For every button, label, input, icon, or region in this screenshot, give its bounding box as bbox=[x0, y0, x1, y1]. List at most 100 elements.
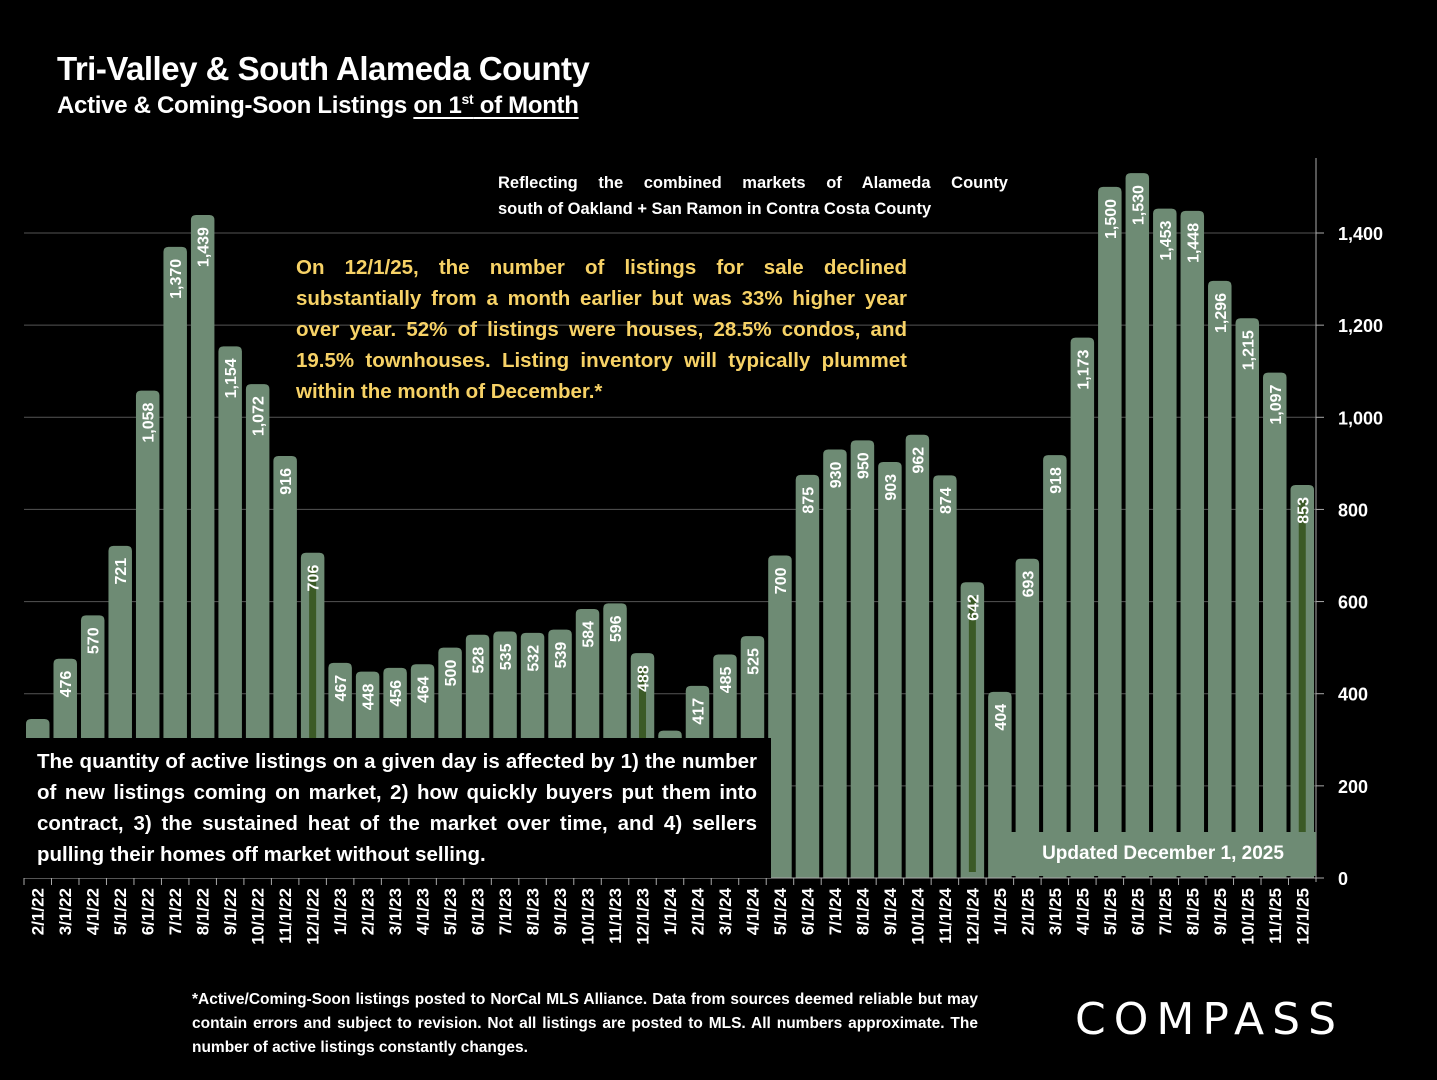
y-tick-label: 1,200 bbox=[1338, 316, 1383, 336]
y-tick-label: 1,000 bbox=[1338, 408, 1383, 428]
bar-value-label: 918 bbox=[1048, 467, 1065, 494]
x-tick-label: 1/1/24 bbox=[661, 887, 680, 935]
explanation-note: The quantity of active listings on a giv… bbox=[23, 738, 771, 878]
bar-value-label: 488 bbox=[636, 665, 653, 692]
bar-value-label: 476 bbox=[58, 671, 75, 698]
y-tick-label: 800 bbox=[1338, 500, 1368, 520]
y-tick-label: 400 bbox=[1338, 685, 1368, 705]
bar-value-label: 532 bbox=[526, 645, 543, 672]
market-note-line1: Reflecting the combined markets of Alame… bbox=[498, 174, 1008, 192]
bar-value-label: 903 bbox=[883, 474, 900, 501]
x-tick-label: 1/1/25 bbox=[991, 888, 1010, 935]
market-note: Reflecting the combined markets of Alame… bbox=[498, 170, 1008, 222]
x-tick-label: 4/1/24 bbox=[743, 887, 762, 935]
bar-value-label: 853 bbox=[1295, 497, 1312, 524]
market-note-line2: south of Oakland + San Ramon in Contra C… bbox=[498, 200, 932, 218]
bar-value-label: 1,500 bbox=[1103, 199, 1120, 239]
bar-labels: 476 570 721 1,058 1,370 1,439 1,154 1,072 916 706… bbox=[58, 185, 1312, 731]
x-tick-label: 4/1/23 bbox=[414, 888, 433, 935]
bar-value-label: 456 bbox=[388, 680, 405, 707]
x-tick-label: 2/1/23 bbox=[359, 888, 378, 935]
x-tick-label: 4/1/22 bbox=[84, 888, 103, 935]
bar-value-label: 875 bbox=[800, 487, 817, 514]
bar-value-label: 464 bbox=[416, 676, 433, 703]
axes bbox=[23, 158, 1324, 885]
x-tick-label: 3/1/23 bbox=[386, 888, 405, 935]
december-highlight-bar bbox=[309, 566, 317, 872]
y-tick-label: 0 bbox=[1338, 869, 1348, 889]
subtitle-sup: st bbox=[461, 91, 474, 107]
bar-value-label: 1,296 bbox=[1213, 293, 1230, 333]
y-tick-label: 600 bbox=[1338, 593, 1368, 613]
bar bbox=[1125, 173, 1150, 878]
x-tick-label: 3/1/22 bbox=[56, 888, 75, 935]
x-tick-label: 8/1/23 bbox=[524, 888, 543, 935]
bar-value-label: 1,097 bbox=[1268, 385, 1285, 425]
x-tick-label: 2/1/24 bbox=[688, 887, 707, 935]
bar bbox=[850, 440, 875, 878]
bar-value-label: 916 bbox=[278, 468, 295, 495]
x-tick-label: 12/1/22 bbox=[304, 888, 323, 945]
x-tick-label: 9/1/23 bbox=[551, 888, 570, 935]
x-tick-label: 8/1/22 bbox=[194, 888, 213, 935]
x-tick-label: 7/1/23 bbox=[496, 888, 515, 935]
x-tick-label: 2/1/22 bbox=[29, 888, 48, 935]
x-tick-label: 7/1/24 bbox=[826, 887, 845, 935]
bar bbox=[1153, 208, 1177, 878]
x-tick-label: 4/1/25 bbox=[1073, 888, 1092, 935]
bar-value-label: 1,448 bbox=[1185, 223, 1202, 263]
x-tick-label: 2/1/25 bbox=[1018, 888, 1037, 935]
y-tick-labels: 0 200 400 600 800 1,000 1,200 1,400 bbox=[1338, 224, 1383, 889]
bar-value-label: 1,453 bbox=[1158, 220, 1175, 260]
subtitle-of-month: of Month bbox=[473, 92, 579, 119]
x-tick-label: 8/1/24 bbox=[853, 887, 872, 935]
x-tick-label: 6/1/22 bbox=[139, 888, 158, 935]
x-tick-label: 10/1/24 bbox=[908, 887, 927, 944]
x-tick-label: 8/1/25 bbox=[1183, 888, 1202, 935]
bar bbox=[823, 449, 847, 878]
bar bbox=[1015, 558, 1040, 878]
subtitle-prefix: Active & Coming-Soon Listings bbox=[57, 92, 414, 119]
x-tick-label: 11/1/23 bbox=[606, 888, 625, 944]
bar-value-label: 721 bbox=[113, 558, 130, 585]
bar bbox=[1098, 186, 1122, 878]
bar bbox=[190, 215, 215, 878]
bar-value-label: 1,370 bbox=[168, 259, 185, 299]
chart-subtitle: Active & Coming-Soon Listings on 1st of … bbox=[57, 91, 579, 120]
bar-value-label: 1,072 bbox=[251, 396, 268, 436]
x-tick-label: 5/1/22 bbox=[111, 888, 130, 935]
x-tick-label: 11/1/22 bbox=[276, 888, 295, 944]
bar bbox=[768, 555, 792, 878]
bar bbox=[1235, 318, 1260, 878]
bar-value-label: 448 bbox=[361, 684, 378, 711]
bar-value-label: 525 bbox=[745, 648, 762, 675]
x-tick-label: 9/1/24 bbox=[881, 887, 900, 935]
compass-logo: COMPASS bbox=[1075, 994, 1344, 1045]
bar-value-label: 535 bbox=[498, 643, 515, 670]
december-highlight-bar bbox=[968, 596, 976, 872]
x-tick-label: 12/1/25 bbox=[1293, 888, 1312, 945]
bar-value-label: 539 bbox=[553, 642, 570, 669]
x-tick-label: 12/1/23 bbox=[634, 888, 653, 945]
x-tick-label: 6/1/24 bbox=[798, 887, 817, 935]
bar-value-label: 950 bbox=[855, 452, 872, 479]
x-tick-label: 3/1/24 bbox=[716, 887, 735, 935]
x-tick-label: 10/1/22 bbox=[249, 888, 268, 945]
bar bbox=[988, 691, 1012, 878]
bar-value-label: 1,439 bbox=[196, 227, 213, 267]
bar bbox=[905, 434, 930, 878]
bar bbox=[795, 474, 820, 878]
december-highlight-bar bbox=[1298, 499, 1306, 872]
bar-value-label: 404 bbox=[993, 704, 1010, 731]
bar-value-label: 700 bbox=[773, 567, 790, 594]
x-tick-label: 5/1/23 bbox=[441, 888, 460, 935]
chart-title: Tri-Valley & South Alameda County bbox=[57, 50, 590, 87]
x-tick-label: 5/1/24 bbox=[771, 887, 790, 935]
bar-value-label: 1,530 bbox=[1130, 185, 1147, 225]
x-tick-label: 11/1/24 bbox=[936, 887, 955, 943]
subtitle-on-1: on 1 bbox=[413, 92, 462, 119]
bar-value-label: 528 bbox=[471, 647, 488, 674]
bar bbox=[1043, 455, 1067, 878]
subtitle-underlined: on 1st of Month bbox=[413, 91, 579, 119]
